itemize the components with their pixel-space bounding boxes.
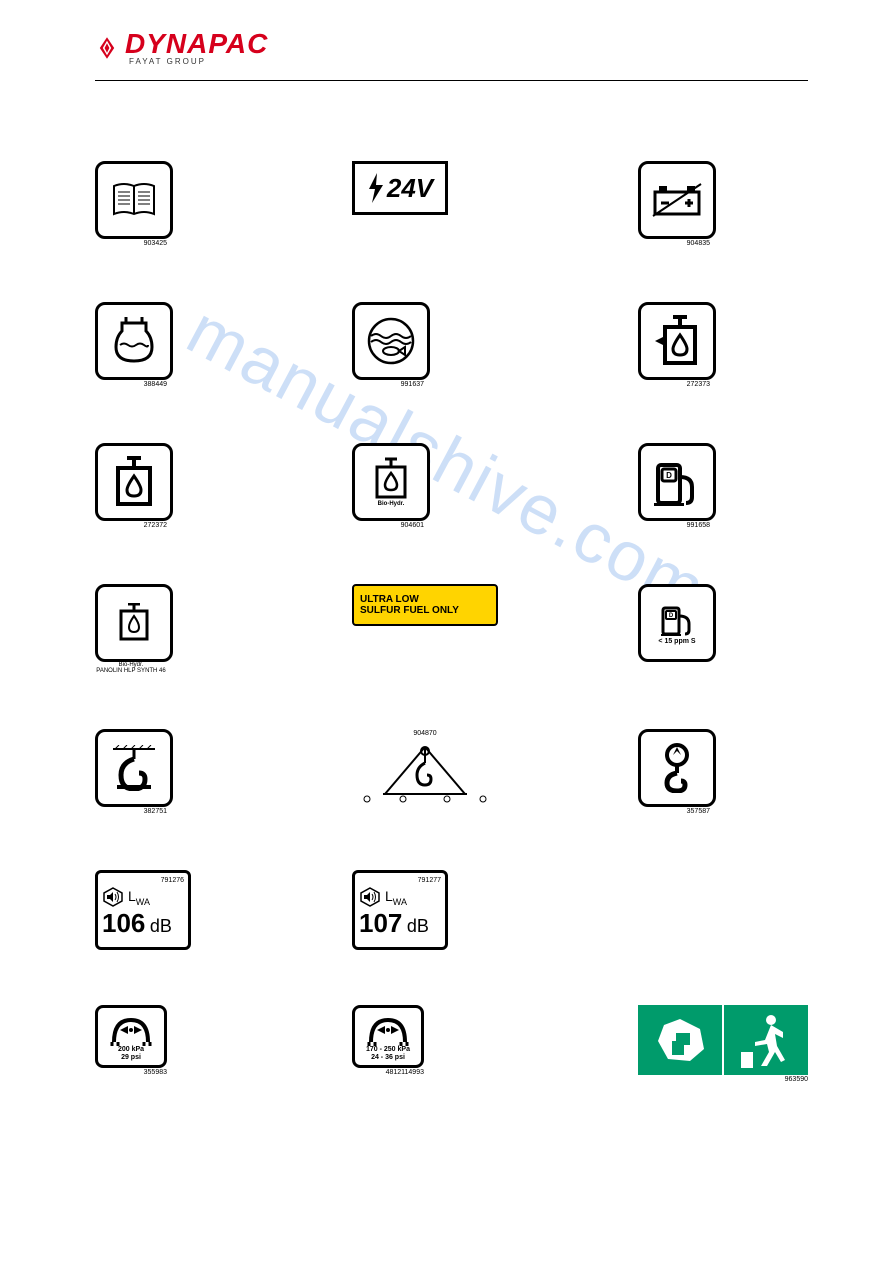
svg-text:D: D (666, 471, 672, 480)
bio-hydraulic-icon (373, 457, 409, 501)
tire-pressure-icon (106, 1012, 156, 1046)
hydraulic-fillpoint-decal (638, 302, 716, 380)
fuel-pump-icon: D (652, 457, 702, 507)
brand-name: DYNAPAC (125, 30, 268, 58)
part-number: 904601 (352, 522, 424, 529)
tire-pressure-icon (363, 1012, 413, 1046)
part-number: 357587 (638, 808, 710, 815)
brand-subtitle: FAYAT GROUP (129, 58, 268, 66)
tire-kpa: 170 - 250 kPa (366, 1046, 410, 1054)
svg-text:D: D (669, 613, 674, 619)
biofluid-decal (352, 302, 430, 380)
brand-header: DYNAPAC FAYAT GROUP (95, 30, 808, 66)
panolin-label-2: PANOLIN HLP SYNTH 46 (95, 668, 167, 674)
noise-unit: dB (407, 916, 429, 936)
noise-106-decal: 791276 LWA 106 dB (95, 870, 191, 950)
lifting-frame-icon (355, 739, 495, 809)
ulsf-line2: SULFUR FUEL ONLY (360, 605, 490, 616)
part-number: 903425 (95, 240, 167, 247)
header-divider (95, 80, 808, 81)
tire-psi: 29 psi (121, 1054, 141, 1062)
hydraulic-oil-decal (95, 443, 173, 521)
hoist-icon (111, 745, 157, 791)
lifting-point-decal (638, 729, 716, 807)
battery-disconnect-decal (638, 161, 716, 239)
part-number: 791277 (359, 877, 441, 884)
lift-hook-icon (655, 743, 699, 793)
noise-value: 106 (102, 908, 145, 938)
voltage-decal: 24V (352, 161, 448, 215)
hydraulic-fill-icon (653, 315, 701, 367)
noise-unit: dB (150, 916, 172, 936)
coolant-icon (114, 317, 154, 365)
ultra-low-sulfur-decal: ULTRA LOW SULFUR FUEL ONLY (352, 584, 498, 626)
tire-kpa: 200 kPa (118, 1046, 144, 1054)
part-number: 904870 (365, 730, 485, 737)
tire-pressure-1-decal: 200 kPa 29 psi (95, 1005, 167, 1068)
voltage-text: 24V (387, 173, 433, 204)
panolin-decal (95, 584, 173, 662)
speaker-icon (359, 886, 381, 908)
part-number: 382751 (95, 808, 167, 815)
noise-107-decal: 791277 LWA 107 dB (352, 870, 448, 950)
speaker-icon (102, 886, 124, 908)
part-number: 791276 (102, 877, 184, 884)
emergency-exit-decal (638, 1005, 808, 1075)
bolt-icon (367, 173, 385, 203)
part-number: 904835 (638, 240, 710, 247)
fish-water-icon (366, 316, 416, 366)
part-number: 963590 (638, 1076, 808, 1083)
decal-grid: 903425 24V 904835 (95, 161, 808, 1083)
part-number: 4812114993 (352, 1069, 424, 1076)
diesel-decal: D (638, 443, 716, 521)
low-sulfur-fuel-decal: D < 15 ppm S (638, 584, 716, 662)
part-number: 991658 (638, 522, 710, 529)
part-number: 991637 (352, 381, 424, 388)
part-number: 355983 (95, 1069, 167, 1076)
ulsf-line1: ULTRA LOW (360, 594, 490, 605)
coolant-decal (95, 302, 173, 380)
battery-icon (651, 182, 703, 218)
tire-psi: 24 - 36 psi (371, 1054, 405, 1062)
noise-value: 107 (359, 908, 402, 938)
hydraulic-oil-icon (112, 456, 156, 508)
part-number: 272372 (95, 522, 167, 529)
panolin-icon (117, 603, 151, 643)
bio-hydraulic-decal: Bio-Hydr. (352, 443, 430, 521)
sulfur-ppm-label: < 15 ppm S (658, 638, 695, 645)
break-glass-icon (650, 1015, 710, 1065)
part-number: 388449 (95, 381, 167, 388)
open-book-icon (110, 180, 158, 220)
part-number: 272373 (638, 381, 710, 388)
bio-hydr-label: Bio-Hydr. (378, 501, 405, 507)
tire-pressure-2-decal: 170 - 250 kPa 24 - 36 psi (352, 1005, 424, 1068)
fuel-pump-small-icon: D (659, 602, 695, 638)
lwa-label: LWA (128, 888, 150, 907)
lwa-label: LWA (385, 888, 407, 907)
brand-diamond-icon (95, 36, 119, 60)
hoisting-point-decal (95, 729, 173, 807)
manual-decal (95, 161, 173, 239)
running-person-icon (741, 1012, 791, 1068)
